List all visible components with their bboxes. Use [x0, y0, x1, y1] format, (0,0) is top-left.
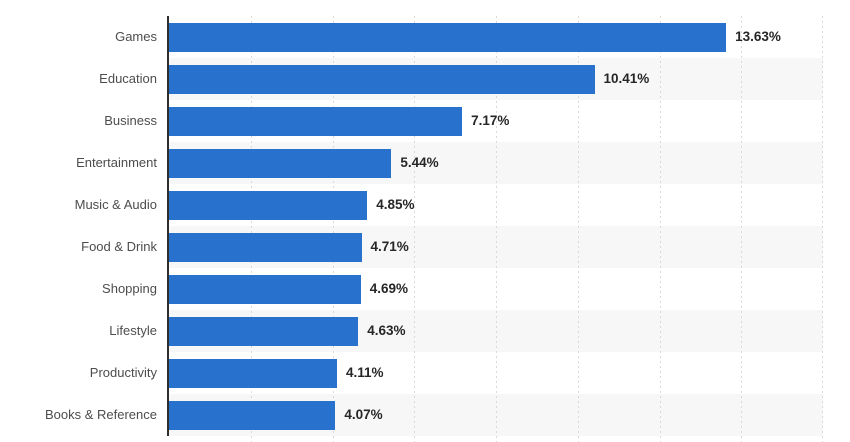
bar-row: 4.63% [169, 310, 823, 352]
category-label: Shopping [102, 281, 157, 296]
bar [169, 358, 337, 388]
category-label: Entertainment [76, 155, 157, 170]
bar [169, 316, 359, 346]
category-label: Music & Audio [74, 197, 157, 212]
category-label: Education [99, 71, 157, 86]
bar [169, 274, 361, 304]
category-label: Productivity [89, 365, 157, 380]
bar [169, 400, 336, 430]
category-label: Business [104, 113, 157, 128]
bar [169, 106, 463, 136]
category-label: Lifestyle [109, 323, 157, 338]
bar [169, 148, 392, 178]
bar-row: 10.41% [169, 58, 823, 100]
bar-value-label: 4.85% [376, 197, 415, 212]
bar-value-label: 10.41% [603, 71, 650, 86]
category-label: Books & Reference [44, 407, 157, 422]
bar [169, 232, 362, 262]
bar-row: 13.63% [169, 16, 823, 58]
y-axis-line [167, 16, 169, 436]
category-labels: Games Education Business Entertainment Music… [0, 16, 157, 436]
bar-value-label: 4.71% [370, 239, 409, 254]
bar-series: 13.63% 10.41% 7.17% 5.44% 4.85% 4.71% 4.69% 4.6… [169, 16, 823, 436]
bar-row: 4.71% [169, 226, 823, 268]
bar-value-label: 4.11% [345, 365, 384, 380]
bar-value-label: 4.07% [344, 407, 383, 422]
bar-row: 4.07% [169, 394, 823, 436]
bar-row: 4.69% [169, 268, 823, 310]
bar-value-label: 7.17% [471, 113, 510, 128]
bar-row: 7.17% [169, 100, 823, 142]
bar-row: 5.44% [169, 142, 823, 184]
bar-row: 4.85% [169, 184, 823, 226]
bar [169, 190, 368, 220]
bar [169, 22, 727, 52]
bar-value-label: 13.63% [735, 29, 781, 44]
bar-value-label: 4.63% [367, 323, 406, 338]
plot-area: 13.63% 10.41% 7.17% 5.44% 4.85% 4.71% 4.69% 4.6… [169, 16, 823, 442]
bar [169, 64, 595, 94]
bar-value-label: 4.69% [369, 281, 408, 296]
category-label: Games [115, 29, 157, 44]
bar-value-label: 5.44% [400, 155, 439, 170]
category-label: Food & Drink [81, 239, 157, 254]
bar-row: 4.11% [169, 352, 823, 394]
